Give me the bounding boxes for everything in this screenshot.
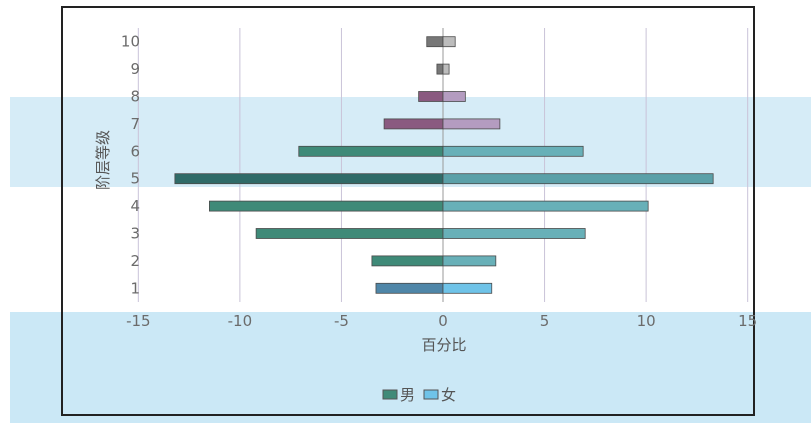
x-tick-label: 0 [438,312,448,330]
bar-male-4 [209,200,444,212]
x-tick-label: -5 [334,312,349,330]
x-axis-title: 百分比 [421,336,466,354]
bar-male-1 [375,282,444,294]
x-tick-labels: -15 -10 -5 0 5 10 15 [126,312,757,330]
y-tick-label: 7 [130,115,140,133]
x-tick-label: -10 [228,312,253,330]
bar-female-7 [442,118,501,130]
legend-label-female: 女 [441,386,456,404]
x-tick-label: -15 [126,312,151,330]
y-tick-label: 10 [121,33,140,51]
bar-male-8 [418,91,444,102]
bar-male-7 [383,118,444,130]
bars [174,36,714,294]
bar-male-9 [436,63,444,75]
y-tick-labels: 1 2 3 4 5 6 7 8 9 10 [121,33,140,298]
background-band-bottom [10,312,811,423]
y-tick-label: 2 [130,252,140,270]
y-tick-label: 1 [130,279,140,297]
legend-swatch-male [382,389,398,400]
bar-female-3 [442,228,586,239]
legend-swatch-female [423,389,439,400]
bar-male-6 [298,145,444,157]
legend: 男 女 [382,386,456,404]
chart-frame [61,6,755,416]
bar-male-5 [174,173,444,185]
x-tick-label: 5 [540,312,550,330]
bar-female-5 [442,173,714,185]
legend-label-male: 男 [400,386,415,404]
bar-female-9 [442,63,450,75]
y-axis-title: 阶层等级 [94,130,112,190]
bar-female-4 [442,200,649,212]
bar-male-10 [426,36,444,48]
y-tick-label: 8 [130,88,140,106]
background-band-top [10,97,811,187]
bar-female-2 [442,255,497,267]
x-tick-label: 15 [738,312,757,330]
bar-female-6 [442,145,584,157]
y-tick-label: 9 [130,60,140,78]
bar-male-3 [255,228,444,239]
bar-female-1 [442,282,493,294]
y-tick-label: 5 [130,170,140,188]
y-tick-label: 6 [130,142,140,160]
bar-male-2 [371,255,444,267]
bar-female-8 [442,91,466,102]
y-tick-label: 4 [130,197,140,215]
y-tick-label: 3 [130,225,140,243]
bar-female-10 [442,36,456,48]
x-tick-label: 10 [637,312,656,330]
